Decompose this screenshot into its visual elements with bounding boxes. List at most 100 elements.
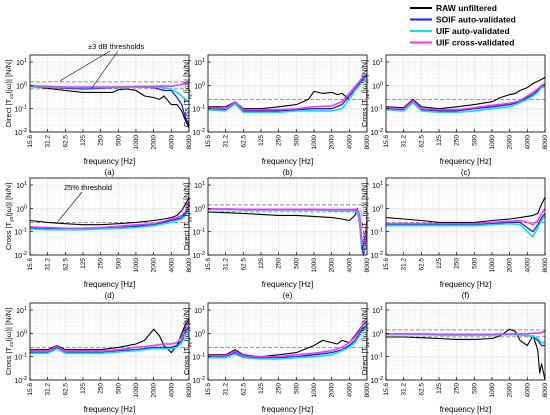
x-tick-label: 15.6 [383,383,390,396]
x-tick-label: 125 [80,258,87,269]
plot-area [386,303,545,380]
y-tick-label: 10-1 [192,228,205,237]
panel-i: 101 100 10-1 10-215.6 31.2 62.5 125 250 500 1000 2… [360,302,549,414]
x-tick-label: 2000 [507,258,514,273]
y-tick-label: 10-1 [192,105,205,114]
x-tick-label: 1000 [489,383,496,398]
y-tick-label: 101 [372,306,383,315]
series-line-soif-auto-validated [386,213,546,233]
series-line-uif-auto-validated [207,76,368,114]
y-tick-label: 10-2 [14,376,27,385]
grid [207,54,368,133]
x-tick-label: 31.2 [401,135,408,148]
x-tick-label: 15.6 [27,135,34,148]
y-tick-label: 10-1 [14,353,27,362]
x-tick-label: 62.5 [62,258,69,271]
x-tick-label: 1000 [133,135,140,150]
x-axis-label: frequency [Hz] [440,405,492,414]
x-axis-label: frequency [Hz] [440,280,492,289]
x-axis-label: frequency [Hz] [262,157,314,166]
panel-label: (a) [105,168,115,177]
plot-frame [207,302,368,381]
x-axis-label: frequency [Hz] [84,157,136,166]
x-tick-label: 15.6 [205,135,212,148]
x-tick-label: 1000 [489,135,496,150]
panel-g: 101 100 10-1 10-215.6 31.2 62.5 125 250 500 1000 2… [4,302,193,414]
x-tick-label: 500 [471,383,478,394]
y-tick-label: 101 [16,58,27,67]
plot-area [208,55,367,132]
y-axis-label: Cross |Txz(jω)| [N/N] [360,60,371,127]
x-tick-label: 4000 [168,258,175,273]
x-tick-label: 62.5 [240,258,247,271]
x-tick-label: 2000 [151,383,158,398]
x-tick-label: 500 [293,383,300,394]
y-axis-label: Cross |Tyx(jω)| [N/N] [4,183,15,250]
x-tick-label: 4000 [168,383,175,398]
series-line-soif-auto-validated [208,324,368,359]
y-axis-label: Direct |Tzz(jω)| [N/N] [360,308,371,375]
x-tick-label: 4000 [524,258,531,273]
x-tick-label: 1000 [489,258,496,273]
annotation-arrow [57,191,83,222]
plot-frame [29,177,190,256]
series-line-raw-unfiltered [29,85,190,129]
series-line-raw-unfiltered [385,196,546,223]
series-line-soif-auto-validated [30,325,190,354]
x-tick-label: 250 [276,383,283,394]
y-tick-label: 10-2 [14,251,27,260]
x-tick-label: 62.5 [418,258,425,271]
x-tick-label: 500 [115,258,122,269]
y-tick-label: 10-2 [370,376,383,385]
plot-area [386,178,545,255]
x-tick-label: 62.5 [418,383,425,396]
x-tick-label: 15.6 [383,135,390,148]
x-tick-label: 125 [436,135,443,146]
x-tick-label: 62.5 [62,383,69,396]
x-tick-label: 15.6 [27,258,34,271]
x-tick-label: 4000 [346,135,353,150]
y-tick-label: 100 [372,329,383,338]
x-tick-label: 15.6 [27,383,34,396]
x-axis-label: frequency [Hz] [84,405,136,414]
plot-area [30,55,189,132]
x-tick-label: 125 [258,258,265,269]
y-axis-label: Cross |Tzy(jω)| [N/N] [182,308,193,375]
x-tick-label: 125 [436,383,443,394]
series-line-uif-cross-validated [208,208,368,249]
series-line-uif-auto-validated [385,85,546,114]
x-tick-label: 8000 [186,383,193,398]
series-line-uif-cross-validated [30,321,190,353]
y-tick-label: 100 [16,81,27,90]
x-tick-label: 125 [436,258,443,269]
x-tick-label: 500 [471,135,478,146]
series-line-uif-cross-validated [385,82,546,111]
y-tick-label: 101 [194,181,205,190]
panel-label: (c) [461,168,471,177]
x-tick-label: 125 [80,383,87,394]
series-line-raw-unfiltered [386,328,546,381]
x-tick-label: 250 [98,135,105,146]
x-tick-label: 500 [293,135,300,146]
x-tick-label: 1000 [311,135,318,150]
panel-label: (b) [283,168,293,177]
panel-d: 101 100 10-1 10-215.6 31.2 62.5 125 250 500 1000 2… [4,177,193,300]
panel-c: 101 100 10-1 10-215.6 31.2 62.5 125 250 500 1000 2… [360,54,549,177]
plot-area [208,303,367,380]
plot-area [30,303,189,380]
series-line-uif-cross-validated [29,201,190,230]
y-tick-label: 10-1 [370,228,383,237]
x-tick-label: 2000 [151,135,158,150]
grid [29,177,190,256]
legend-label: RAW unfiltered [436,3,497,13]
y-tick-label: 10-1 [370,353,383,362]
x-tick-label: 15.6 [383,258,390,271]
y-tick-label: 101 [372,181,383,190]
y-tick-label: 10-2 [192,128,205,137]
x-tick-label: 31.2 [223,135,230,148]
legend-label: UIF cross-validated [436,38,514,48]
y-axis-label: Cross |Txy(jω)| [N/N] [182,60,193,127]
y-tick-label: 100 [194,204,205,213]
y-tick-label: 101 [194,58,205,67]
